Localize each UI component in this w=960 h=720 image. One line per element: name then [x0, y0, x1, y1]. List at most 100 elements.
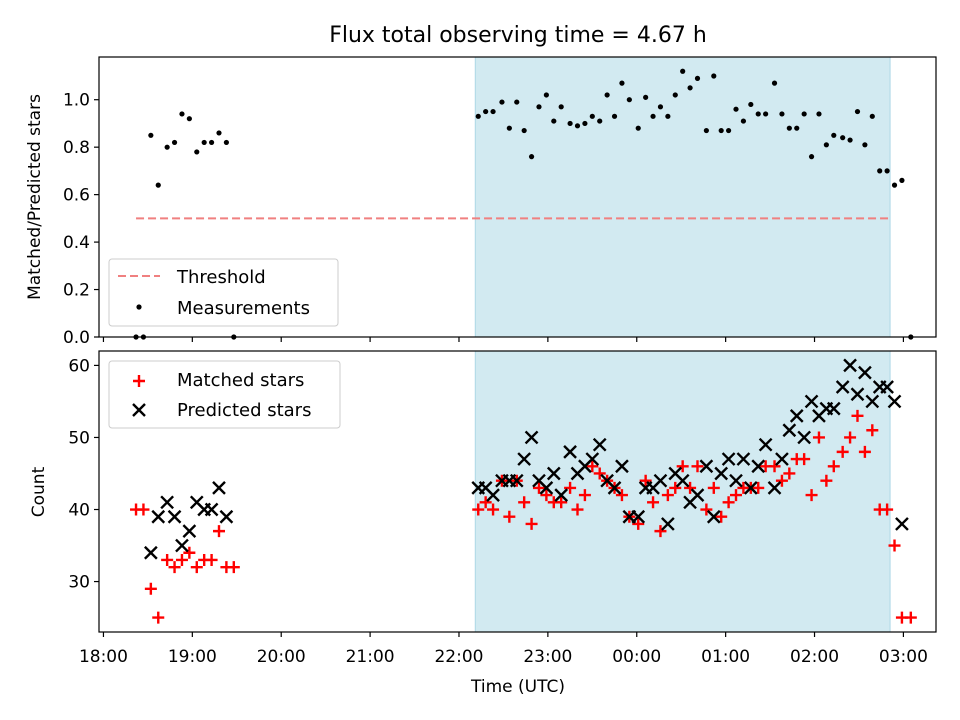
measurement-point — [854, 108, 861, 115]
matched-star-point — [615, 489, 628, 502]
x-tick-label: 18:00 — [79, 647, 128, 667]
measurement-point — [703, 127, 709, 134]
top-legend-box — [108, 258, 339, 327]
measurement-point — [657, 104, 664, 110]
matched-star-point — [827, 460, 840, 473]
legend-predicted-label: Predicted stars — [177, 400, 311, 421]
predicted-star-point — [160, 495, 174, 510]
matched-star-point — [798, 453, 811, 466]
predicted-star-point — [782, 423, 797, 438]
measurement-point — [148, 132, 154, 138]
predicted-star-point — [539, 481, 554, 495]
measurement-point — [823, 142, 829, 148]
matched-star-point — [555, 496, 568, 509]
measurement-point — [171, 139, 178, 146]
matched-star-point — [904, 611, 917, 624]
measurement-point — [899, 177, 905, 183]
x-tick-label: 02:00 — [790, 647, 839, 667]
matched-star-point — [479, 496, 492, 509]
measurement-point — [862, 142, 868, 148]
matched-star-point — [632, 517, 645, 530]
matched-star-point — [190, 561, 203, 574]
predicted-star-point — [219, 509, 234, 524]
x-tick-label: 19:00 — [168, 647, 217, 667]
legend-measurements-label: Measurements — [177, 298, 310, 319]
predicted-star-point — [858, 365, 872, 380]
measurement-point — [567, 120, 573, 127]
matched-star-point — [487, 503, 500, 516]
matched-star-point — [227, 561, 240, 574]
predicted-star-point — [706, 509, 721, 524]
y-tick-label: 40 — [68, 501, 90, 521]
matched-star-point — [144, 582, 157, 595]
measurement-point — [680, 68, 686, 74]
matched-star-point — [152, 611, 165, 624]
predicted-star-point — [167, 509, 182, 524]
matched-star-point — [183, 546, 196, 559]
measurement-point — [551, 118, 557, 124]
matched-star-point — [518, 496, 531, 509]
measurement-point — [558, 104, 564, 110]
matched-star-point — [205, 553, 218, 566]
measurement-point — [763, 111, 769, 117]
measurement-point — [186, 116, 192, 122]
measurement-point — [536, 104, 542, 110]
predicted-star-point — [690, 488, 705, 502]
predicted-star-point — [524, 430, 539, 445]
matched-star-point — [752, 481, 765, 494]
predicted-star-point — [714, 466, 729, 481]
measurement-point — [740, 118, 747, 124]
measurement-point — [582, 120, 588, 127]
matched-star-point — [525, 517, 538, 530]
matched-star-point — [691, 460, 704, 473]
y-tick-label: 0.4 — [63, 233, 90, 253]
matched-star-point — [783, 467, 796, 480]
predicted-star-point — [835, 380, 850, 394]
measurement-point — [635, 125, 641, 131]
measurement-point — [672, 92, 678, 98]
measurement-point — [499, 99, 505, 105]
matched-star-point — [730, 489, 743, 502]
x-tick-label: 03:00 — [879, 647, 928, 667]
measurement-point — [869, 113, 875, 119]
bottom-legend-box — [108, 360, 341, 429]
predicted-star-point — [653, 473, 668, 488]
measurement-point — [801, 111, 807, 117]
predicted-star-point — [144, 545, 158, 560]
legend-matched-swatch — [133, 375, 145, 387]
chart-title: Flux total observing time = 4.67 h — [329, 23, 707, 48]
measurement-point — [794, 125, 800, 131]
measurement-point — [877, 168, 883, 174]
matched-star-point — [639, 474, 652, 487]
measurement-point — [726, 127, 732, 134]
legend-predicted-swatch — [132, 403, 146, 417]
matched-star-point — [805, 489, 818, 502]
matched-star-point — [844, 431, 857, 444]
matched-star-point — [175, 553, 188, 566]
matched-star-point — [503, 510, 516, 523]
y-tick-label: 0.0 — [63, 328, 90, 348]
measurement-point — [650, 113, 656, 119]
y-tick-label: 0.6 — [63, 186, 90, 206]
predicted-star-point — [607, 481, 622, 495]
top-legend: Threshold Measurements — [108, 258, 339, 327]
measurement-point — [626, 97, 632, 103]
measurement-point — [194, 149, 200, 155]
predicted-star-point — [204, 502, 219, 517]
x-tick-label: 21:00 — [346, 647, 395, 667]
predicted-star-point — [661, 517, 675, 531]
matched-star-point — [768, 460, 781, 473]
predicted-star-point — [729, 473, 743, 488]
y-tick-label: 50 — [68, 428, 90, 448]
matched-star-point — [593, 467, 606, 480]
matched-star-point — [676, 460, 689, 473]
measurement-point — [611, 113, 618, 119]
predicted-star-point — [592, 437, 607, 452]
measurement-point — [687, 85, 693, 91]
y-tick-label: 0.2 — [63, 281, 90, 301]
measurement-point — [665, 113, 671, 119]
matched-star-point — [851, 409, 864, 422]
predicted-star-point — [182, 524, 197, 538]
top-y-axis-label: Matched/Predicted stars — [25, 94, 45, 300]
measurement-point — [808, 154, 815, 160]
